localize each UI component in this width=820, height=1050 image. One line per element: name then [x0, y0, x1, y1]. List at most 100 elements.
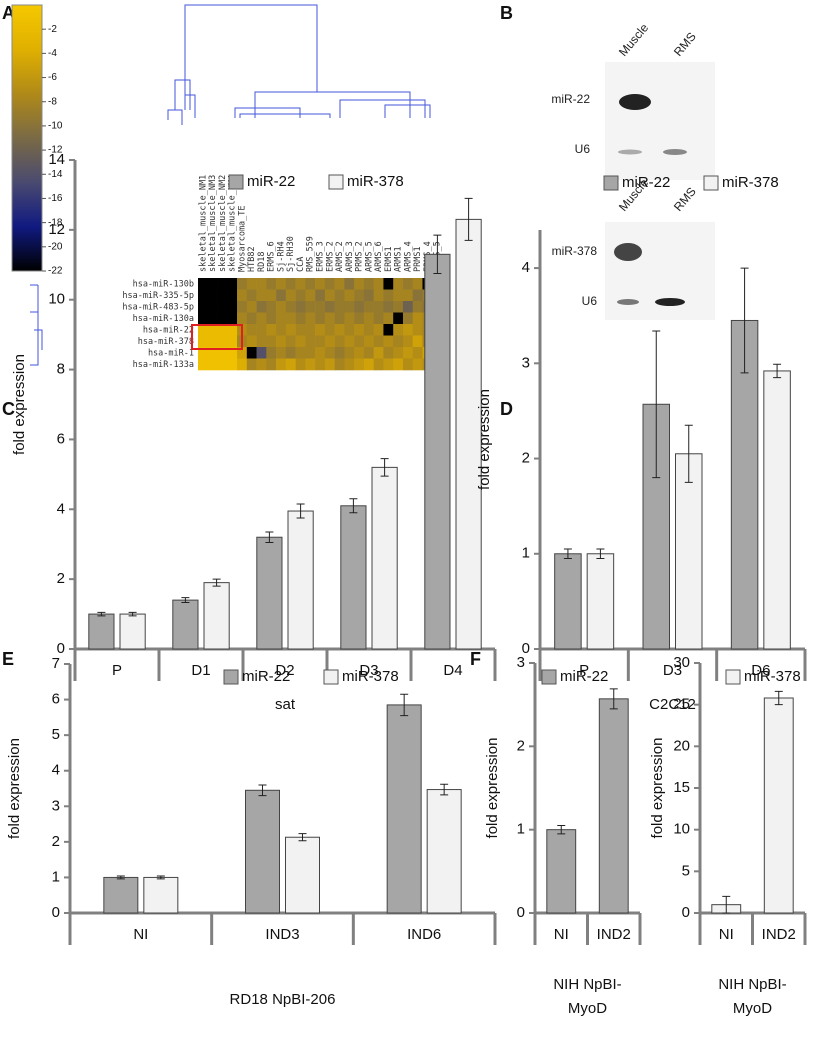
- y-tick-label: 14: [48, 151, 65, 168]
- x-tick-label: P: [579, 662, 589, 679]
- x-axis-label: NIH NpBI-: [718, 976, 786, 993]
- heatmap-cell: [402, 289, 414, 302]
- error-bar: [298, 833, 307, 842]
- column-label: PRMS_2: [355, 241, 365, 272]
- row-label: miR-378: [552, 244, 598, 258]
- y-tick-label: 0: [52, 904, 60, 921]
- heatmap-cell: [207, 358, 218, 371]
- x-axis-label: MyoD: [568, 1000, 607, 1017]
- heatmap-cell: [217, 358, 228, 371]
- x-tick-label: D6: [751, 662, 770, 679]
- error-bar: [722, 895, 731, 914]
- heatmap-cell: [334, 358, 345, 371]
- y-tick-label: 1: [517, 821, 525, 838]
- heatmap-cell: [363, 312, 374, 325]
- error-bar: [609, 688, 618, 710]
- heatmap-cell: [334, 312, 345, 325]
- legend-swatch: [323, 669, 339, 685]
- heatmap-cell: [256, 278, 267, 290]
- heatmap-cell: [363, 324, 374, 336]
- heatmap-cell: [373, 347, 384, 359]
- heatmap-cell: [324, 312, 335, 325]
- heatmap-cell: [227, 301, 238, 313]
- legend-label: miR-22: [560, 668, 608, 685]
- error-bar: [97, 611, 106, 617]
- heatmap-cell: [198, 324, 209, 336]
- heatmap-cell: [198, 301, 209, 313]
- heatmap-cell: [373, 301, 384, 313]
- bar: [546, 829, 577, 914]
- heatmap-cell: [295, 289, 306, 302]
- y-tick-label: 5: [52, 726, 60, 743]
- row-label: hsa-miR-335-5p: [122, 291, 194, 301]
- heatmap-cell: [315, 289, 326, 302]
- column-label: RD18: [257, 252, 267, 272]
- heatmap-cell: [227, 347, 238, 359]
- heatmap-cell: [315, 278, 326, 290]
- heatmap-cell: [256, 289, 267, 302]
- heatmap-cell: [363, 335, 374, 348]
- heatmap-cell: [246, 347, 257, 359]
- column-label: ERMS_3: [316, 241, 326, 272]
- x-tick-label: D1: [191, 662, 210, 679]
- y-tick-label: 25: [673, 696, 690, 713]
- column-label: ARMS1: [394, 246, 404, 272]
- heatmap-cell: [383, 301, 394, 313]
- panel-label: F: [470, 649, 481, 669]
- heatmap-cell: [363, 347, 374, 359]
- legend-swatch: [703, 175, 719, 191]
- bar: [455, 218, 482, 650]
- heatmap-cell: [373, 335, 384, 348]
- legend-label: miR-22: [247, 173, 295, 190]
- heatmap-cell: [227, 289, 238, 302]
- heatmap-cell: [373, 278, 384, 290]
- row-label: miR-22: [551, 92, 590, 106]
- heatmap-cell: [276, 289, 287, 302]
- heatmap-cell: [237, 312, 248, 325]
- heatmap-cell: [344, 347, 355, 359]
- row-label: hsa-miR-133a: [133, 360, 194, 370]
- bar: [586, 553, 615, 650]
- heatmap-cell: [305, 312, 316, 325]
- panel-label: D: [500, 399, 513, 419]
- error-bar: [596, 548, 605, 560]
- x-tick-label: P: [112, 662, 122, 679]
- heatmap-cell: [402, 301, 414, 313]
- heatmap-cell: [256, 347, 267, 359]
- heatmap-cell: [266, 324, 277, 336]
- bar: [119, 613, 146, 650]
- y-tick-label: 30: [673, 654, 690, 671]
- y-tick-label: 0: [517, 904, 525, 921]
- heatmap-cell: [393, 278, 404, 290]
- heatmap-cell: [305, 347, 316, 359]
- heatmap-cell: [285, 278, 296, 290]
- heatmap-cell: [354, 358, 365, 371]
- heatmap-cell: [363, 289, 374, 302]
- heatmap-cell: [412, 347, 423, 359]
- heatmap-cell: [276, 358, 287, 371]
- heatmap-cell: [237, 358, 248, 371]
- heatmap-cell: [276, 335, 287, 348]
- heatmap-cell: [354, 312, 365, 325]
- x-tick-label: D3: [359, 662, 378, 679]
- y-axis-label: fold expression: [649, 738, 666, 839]
- heatmap-cell: [402, 335, 414, 348]
- legend-swatch: [328, 174, 344, 190]
- bar: [88, 613, 115, 650]
- heatmap-cell: [237, 278, 248, 290]
- bar: [143, 876, 179, 914]
- error-bar: [128, 611, 137, 617]
- highlight-box: [191, 324, 243, 350]
- lane-label: RMS: [671, 30, 699, 59]
- x-tick-label: IND6: [407, 926, 441, 943]
- heatmap-cell: [383, 347, 394, 359]
- bar: [426, 789, 462, 914]
- y-tick-label: 6: [52, 691, 60, 708]
- dendrogram: [30, 4, 431, 366]
- heatmap-cell: [246, 289, 257, 302]
- heatmap-cell: [217, 347, 228, 359]
- legend-label: miR-22: [242, 668, 290, 685]
- column-label: ARMS_5: [364, 241, 374, 272]
- heatmap-cell: [285, 358, 296, 371]
- lane-label: Muscle: [616, 21, 651, 59]
